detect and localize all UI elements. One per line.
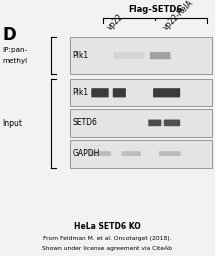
Text: vp22: vp22: [105, 12, 125, 32]
Bar: [70, 37, 212, 74]
FancyBboxPatch shape: [164, 120, 180, 126]
Text: Flag-SETD6: Flag-SETD6: [128, 5, 183, 14]
FancyBboxPatch shape: [113, 88, 126, 98]
Text: SETD6: SETD6: [72, 118, 97, 127]
FancyBboxPatch shape: [121, 151, 141, 156]
Text: methyl: methyl: [2, 58, 27, 64]
Text: HeLa SETD6 KO: HeLa SETD6 KO: [74, 222, 141, 231]
Text: GAPDH: GAPDH: [72, 149, 100, 158]
Text: vp22-RelA: vp22-RelA: [161, 0, 195, 32]
FancyBboxPatch shape: [113, 52, 145, 59]
FancyBboxPatch shape: [91, 88, 109, 98]
Text: Shown under license agreement via CiteAb: Shown under license agreement via CiteAb: [43, 246, 172, 251]
FancyBboxPatch shape: [150, 52, 170, 59]
FancyBboxPatch shape: [89, 151, 111, 156]
FancyBboxPatch shape: [153, 88, 180, 98]
Bar: [70, 79, 212, 106]
Text: From Feldman M. et al. Oncotarget (2018).: From Feldman M. et al. Oncotarget (2018)…: [43, 236, 172, 241]
Text: Input: Input: [2, 119, 22, 128]
Text: Plk1: Plk1: [72, 51, 89, 60]
Text: IP:pan-: IP:pan-: [2, 47, 27, 53]
Text: Plk1: Plk1: [72, 88, 89, 97]
FancyBboxPatch shape: [159, 151, 181, 156]
FancyBboxPatch shape: [162, 120, 165, 126]
Text: D: D: [2, 26, 16, 44]
FancyBboxPatch shape: [148, 120, 161, 126]
Bar: [70, 109, 212, 137]
Bar: [70, 140, 212, 168]
